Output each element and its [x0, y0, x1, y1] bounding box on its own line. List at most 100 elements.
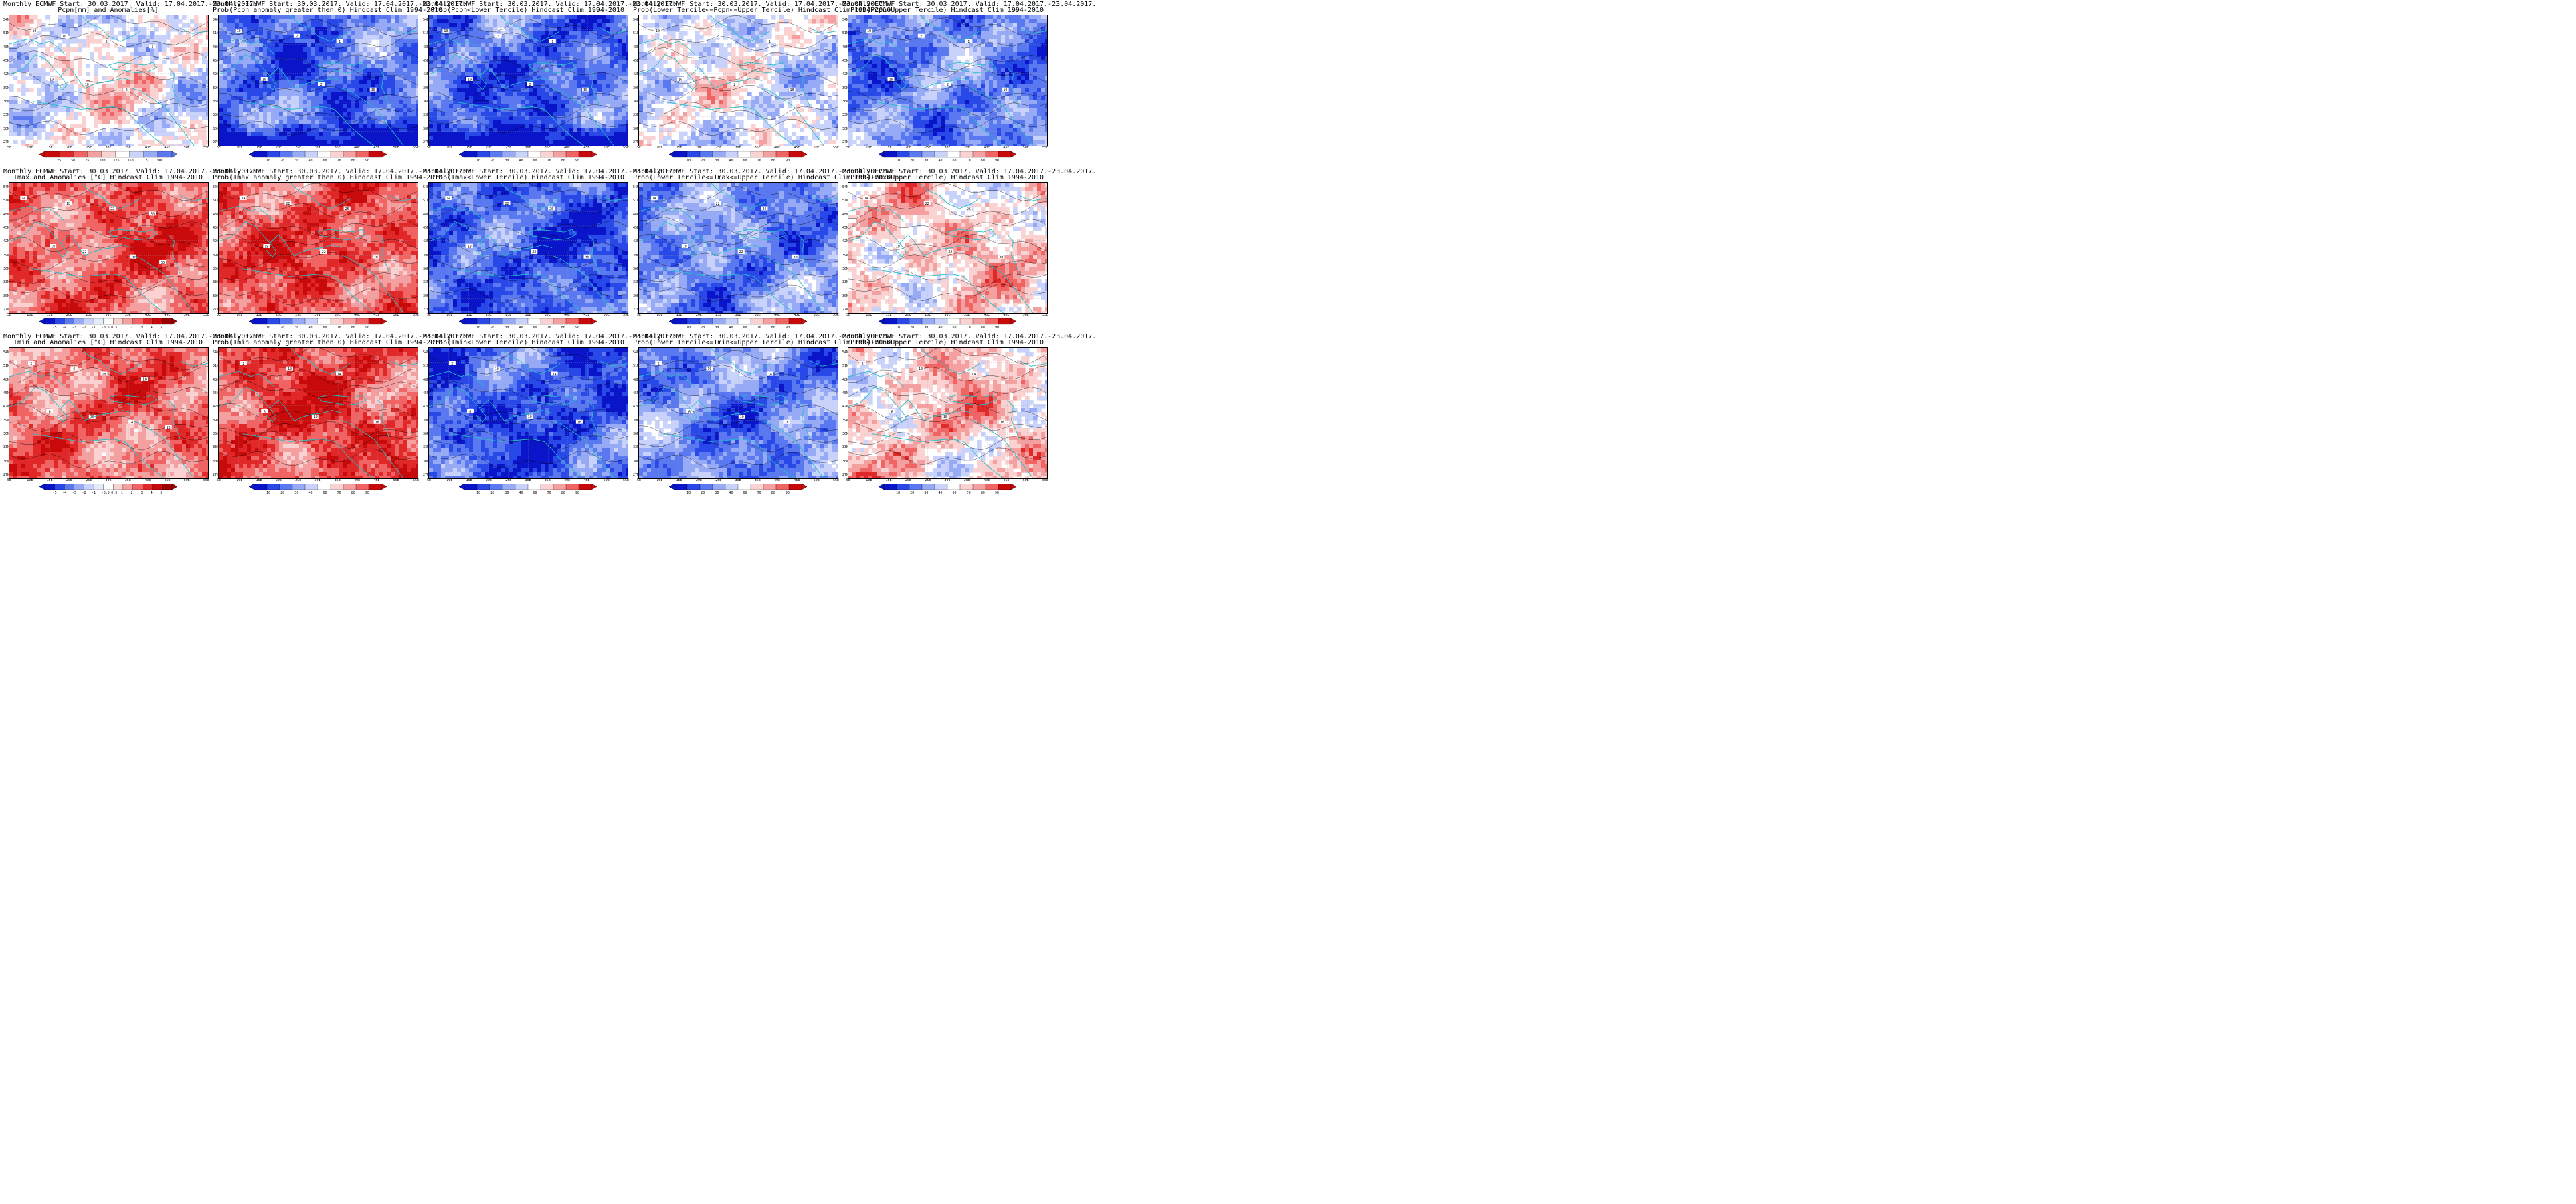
- forecast-map: 2 6 6 10 10 14 14 18: [9, 347, 209, 479]
- latitude-label: 45N: [633, 392, 639, 395]
- colorbar-svg: [459, 151, 597, 158]
- colorbar-svg: [39, 151, 177, 158]
- colorbar-label: 60: [743, 492, 747, 495]
- longitude-label: 55E: [1042, 146, 1048, 150]
- colorbar-label: 10: [266, 492, 270, 495]
- colorbar-swatch: [763, 151, 777, 158]
- colorbar: [39, 484, 177, 490]
- latitude-label: 39N: [633, 419, 639, 423]
- colorbar-label: 0.5: [111, 326, 117, 330]
- coastline: [798, 234, 810, 274]
- map-canvas: 2 6 10 10 14 18: [848, 348, 1047, 478]
- longitude-label: 15E: [256, 479, 262, 482]
- latitude-label: 36N: [633, 100, 639, 104]
- colorbar-swatch: [489, 318, 503, 325]
- longitude-label: 25E: [86, 479, 92, 482]
- contour-label: 26: [549, 207, 553, 211]
- contour-label: 14: [21, 197, 25, 201]
- latitude-label: 36N: [842, 268, 848, 271]
- contour-label-bg: [917, 366, 924, 371]
- longitude-label: 15E: [676, 146, 682, 150]
- colorbar-swatch: [553, 318, 567, 325]
- colorbar-swatch: [934, 318, 948, 325]
- longitude-label: 35E: [755, 146, 761, 150]
- longitude-label: 15E: [466, 314, 472, 317]
- latitude-label: 33N: [3, 114, 9, 117]
- contour-label-bg: [293, 33, 300, 38]
- coastline: [9, 205, 66, 222]
- map-canvas: 14 18 22 22 26 30: [429, 183, 628, 313]
- latitude-label: 48N: [213, 378, 219, 382]
- colorbar-swatch: [527, 484, 541, 490]
- coastline: [947, 62, 996, 74]
- latitude-label: 42N: [213, 405, 219, 409]
- colorbar-label: 70: [337, 326, 341, 330]
- contour-label-bg: [343, 206, 351, 211]
- longitude-label: 45E: [1003, 479, 1009, 482]
- map-canvas: 2 6 10 10 14 18: [429, 348, 628, 478]
- latitude-label: 48N: [3, 378, 9, 382]
- panel-title-line2: Prob(Tmin<Lower Tercile) Hindcast Clim 1…: [423, 340, 632, 346]
- colorbar-label: 90: [995, 326, 999, 330]
- contour-label: 10: [50, 78, 54, 82]
- colorbar-label: 80: [771, 492, 775, 495]
- colorbar-swatch: [132, 484, 143, 490]
- colorbar-max-arrow: [1010, 484, 1016, 490]
- colorbar-swatch: [565, 318, 579, 325]
- latitude-label: 48N: [3, 213, 9, 217]
- coastline: [600, 28, 628, 34]
- latitude-label: 48N: [423, 378, 429, 382]
- longitude-label: 35E: [545, 314, 551, 317]
- contour-label-bg: [103, 39, 110, 43]
- latitude-label: 45N: [633, 227, 639, 230]
- colorbar-label: 40: [938, 492, 942, 495]
- colorbar-swatch: [64, 318, 75, 325]
- colorbar-swatch: [266, 151, 280, 158]
- colorbar: [459, 151, 597, 158]
- coastline: [1019, 361, 1047, 367]
- contour-label-bg: [442, 28, 450, 33]
- panel-title-line1: Monthly ECMWF Start: 30.03.2017. Valid: …: [633, 169, 887, 175]
- coastline: [429, 205, 485, 222]
- colorbar-min-arrow: [249, 318, 255, 325]
- contour-label: 22: [322, 250, 326, 254]
- latitude-label: 54N: [423, 351, 429, 355]
- colorbar-swatch: [909, 151, 923, 158]
- coastline: [690, 234, 763, 256]
- longitude-label: 10E: [236, 314, 242, 317]
- coastline: [971, 88, 1034, 146]
- colorbar-swatch: [985, 484, 999, 490]
- coastline: [761, 88, 824, 146]
- latitude-label: 27N: [3, 308, 9, 312]
- colorbar-max-arrow: [591, 484, 597, 490]
- contour-label: 18: [51, 245, 55, 249]
- longitude-label: 30E: [106, 146, 112, 150]
- colorbar: [669, 484, 807, 490]
- colorbar-label: 90: [575, 492, 579, 495]
- panel-title-line2: Tmax and Anomalies [°C] Hindcast Clim 19…: [3, 175, 213, 181]
- contour-label-bg: [681, 244, 688, 248]
- colorbar: [39, 318, 177, 325]
- colorbar-swatch: [129, 151, 145, 158]
- contour-label: 10: [740, 415, 744, 419]
- colorbar-label: 10: [686, 492, 691, 495]
- latitude-label: 51N: [633, 32, 639, 35]
- contour-label-bg: [947, 249, 954, 254]
- map-canvas: 14 18 22 22 26 30: [639, 183, 838, 313]
- longitude-label: 55E: [623, 146, 629, 150]
- contour-label: 2: [920, 35, 922, 39]
- contour-label-bg: [970, 371, 978, 376]
- colorbar-label: 90: [365, 492, 369, 495]
- longitude-label: 45E: [794, 479, 800, 482]
- coastline: [318, 229, 367, 241]
- latitude-label: 54N: [842, 186, 848, 189]
- colorbar-svg: [669, 151, 807, 158]
- colorbar-swatch: [527, 151, 541, 158]
- colorbar-swatch: [368, 318, 382, 325]
- longitude-label: 40E: [564, 479, 570, 482]
- latitude-label: 45N: [3, 60, 9, 63]
- longitude-label: 55E: [833, 146, 839, 150]
- colorbar-swatch: [103, 484, 114, 490]
- longitude-label: 10E: [446, 314, 452, 317]
- colorbar-swatch: [279, 318, 293, 325]
